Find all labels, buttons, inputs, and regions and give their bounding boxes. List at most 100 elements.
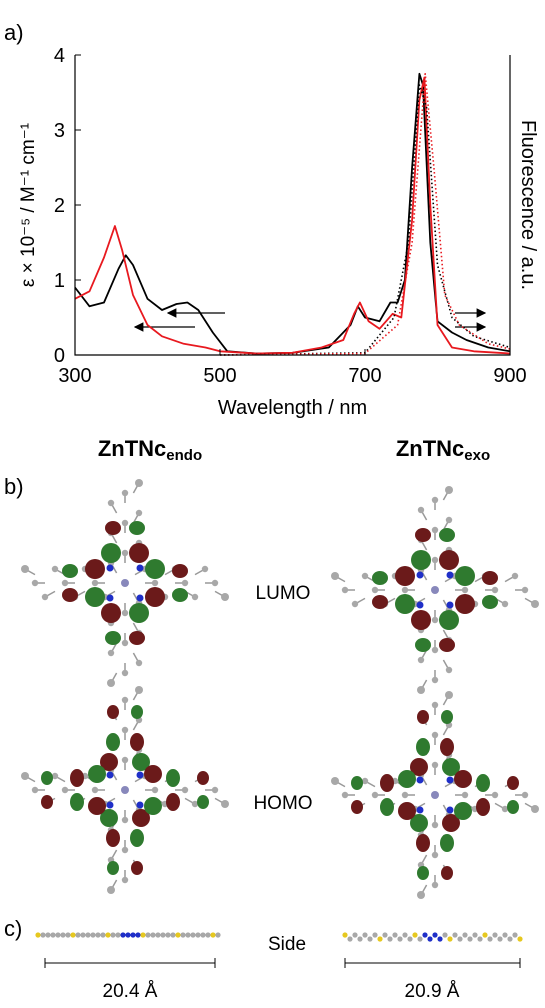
- atom: [200, 932, 205, 937]
- atom: [432, 762, 438, 768]
- page: a) b) c) ZnTNcendo ZnTNcexo LUMO HOMO Si…: [0, 0, 545, 1008]
- length-label: 20.4 Å: [103, 981, 158, 1002]
- orbital-lobe: [439, 528, 455, 542]
- orbital-lobe: [70, 793, 84, 811]
- orbital-lobe: [411, 610, 431, 630]
- atom: [95, 932, 100, 937]
- orbital-lobe: [144, 797, 162, 815]
- nitrogen: [107, 565, 114, 572]
- orbital-lobe: [85, 559, 105, 579]
- nitrogen: [417, 602, 424, 609]
- atom: [135, 686, 143, 694]
- orbital-lobe: [131, 705, 143, 719]
- atom: [446, 667, 452, 673]
- orbital-lobe: [455, 594, 475, 614]
- atom: [122, 640, 128, 646]
- orbital-lobe: [416, 738, 430, 756]
- atom: [432, 617, 438, 623]
- atom: [170, 932, 175, 937]
- orbital-lobe: [145, 559, 165, 579]
- orbital-lobe: [439, 638, 455, 652]
- atom: [512, 932, 517, 937]
- atom: [502, 932, 507, 937]
- nitrogen: [107, 595, 114, 602]
- orbital-lobe: [129, 543, 149, 563]
- orbital-lobe: [129, 631, 145, 645]
- atom: [108, 650, 114, 656]
- atom: [122, 670, 128, 676]
- zinc: [121, 786, 129, 794]
- orbital-lobe: [395, 594, 415, 614]
- atom: [432, 932, 437, 937]
- y-tick-label: 1: [54, 270, 65, 292]
- arrows: [135, 313, 485, 327]
- orbital-lobe: [351, 800, 363, 814]
- atom: [512, 573, 518, 579]
- nitrogen: [417, 572, 424, 579]
- atom: [492, 587, 498, 593]
- atom: [462, 587, 468, 593]
- nitrogen: [417, 777, 424, 784]
- orbital-lobe: [129, 521, 145, 535]
- atom: [432, 677, 438, 683]
- atom: [122, 490, 128, 496]
- orbital-lobe: [129, 603, 149, 623]
- atom: [145, 932, 150, 937]
- atom: [432, 702, 438, 708]
- atom: [62, 787, 68, 793]
- orbital-lobe: [440, 834, 454, 852]
- atom: [150, 932, 155, 937]
- orbital-lobe: [380, 798, 394, 816]
- atom: [65, 932, 70, 937]
- atom: [407, 936, 412, 941]
- atom: [165, 932, 170, 937]
- atom: [122, 847, 128, 853]
- atom: [497, 936, 502, 941]
- atom: [90, 932, 95, 937]
- atom: [402, 932, 407, 937]
- orbital-lobe: [417, 866, 429, 880]
- nitrogen: [107, 772, 114, 779]
- orbital-lobe: [482, 595, 498, 609]
- orbital-lobe: [197, 795, 209, 809]
- nitrogen: [447, 807, 454, 814]
- atom: [342, 587, 348, 593]
- orbital-lobe: [145, 587, 165, 607]
- nitrogen: [447, 777, 454, 784]
- orbital-lobe: [101, 543, 121, 563]
- atom: [402, 587, 408, 593]
- atom: [122, 520, 128, 526]
- atom: [115, 932, 120, 937]
- atom: [21, 565, 29, 573]
- atom: [122, 727, 128, 733]
- atom: [160, 932, 165, 937]
- nitrogen: [447, 572, 454, 579]
- atom: [432, 527, 438, 533]
- atom: [382, 932, 387, 937]
- orbital-lobe: [197, 771, 209, 785]
- atom: [367, 936, 372, 941]
- orbital-lobe: [106, 829, 120, 847]
- length-label: 20.9 Å: [405, 981, 460, 1002]
- column-title: ZnTNcexo: [396, 436, 490, 464]
- atom: [432, 822, 438, 828]
- atom: [517, 936, 522, 941]
- atom: [432, 557, 438, 563]
- atom: [446, 517, 452, 523]
- atom: [40, 932, 45, 937]
- atom: [432, 882, 438, 888]
- atom: [331, 777, 339, 785]
- atom: [492, 932, 497, 937]
- zinc: [431, 586, 439, 594]
- atom: [125, 932, 130, 937]
- atom: [472, 932, 477, 937]
- compound: ZnTNc: [98, 436, 166, 461]
- atom: [21, 772, 29, 780]
- atom: [62, 580, 68, 586]
- atom: [175, 932, 180, 937]
- atom: [92, 580, 98, 586]
- atom: [122, 697, 128, 703]
- atom: [205, 932, 210, 937]
- nitrogen: [137, 595, 144, 602]
- atom: [352, 601, 358, 607]
